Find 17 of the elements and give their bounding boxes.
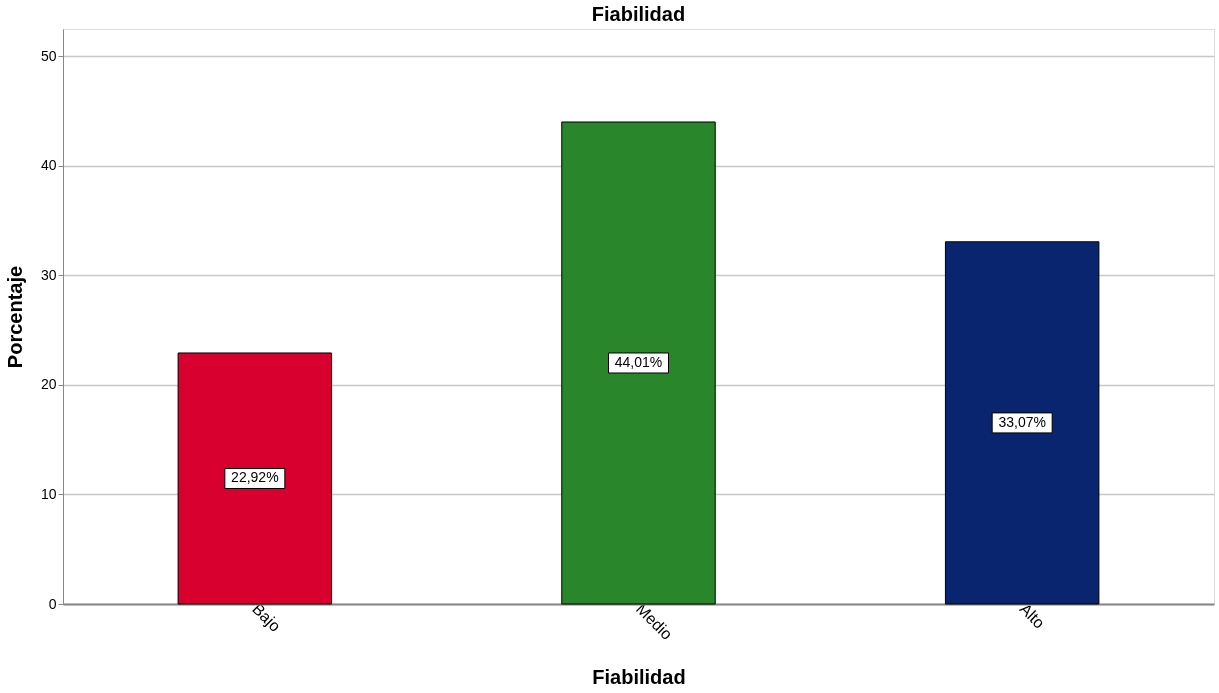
y-axis-title: Porcentaje — [3, 265, 26, 369]
x-tick-label: Alto — [1016, 600, 1049, 632]
y-tick-label: 20 — [40, 376, 57, 393]
bar — [944, 241, 1100, 605]
y-tick-label: 50 — [40, 47, 57, 64]
data-label: 44,01% — [614, 353, 663, 370]
bar — [177, 352, 333, 605]
data-label: 22,92% — [231, 469, 279, 486]
x-tick-label: Bajo — [249, 600, 284, 635]
bar — [561, 121, 716, 605]
y-tick-label: 30 — [40, 266, 57, 283]
y-tick-label: 10 — [40, 485, 57, 502]
y-tick-label: 0 — [48, 595, 57, 612]
data-label: 33,07% — [998, 413, 1046, 430]
y-tick-label: 40 — [40, 157, 57, 174]
x-axis-title: Fiabilidad — [592, 665, 686, 688]
chart-title: Fiabilidad — [591, 3, 686, 25]
